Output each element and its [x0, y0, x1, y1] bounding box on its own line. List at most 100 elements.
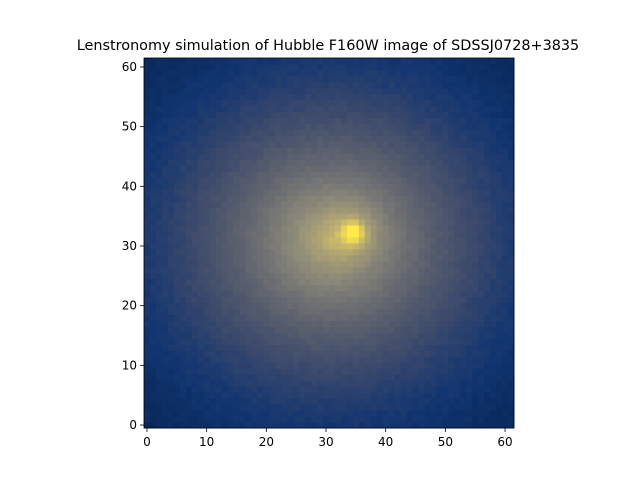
heatmap-cell: [370, 284, 378, 292]
heatmap-cell: [317, 195, 324, 202]
heatmap-cell: [484, 213, 491, 220]
heatmap-cell: [376, 93, 384, 101]
heatmap-cell: [400, 165, 407, 172]
heatmap-cell: [406, 350, 413, 357]
heatmap-cell: [305, 231, 312, 238]
heatmap-cell: [472, 105, 479, 113]
heatmap-cell: [484, 404, 491, 411]
heatmap-cell: [239, 63, 246, 71]
heatmap-cell: [287, 201, 294, 208]
heatmap-cell: [317, 147, 324, 154]
heatmap-cell: [251, 231, 258, 238]
heatmap-cell: [484, 368, 491, 375]
heatmap-cell: [448, 404, 455, 411]
heatmap-cell: [484, 177, 491, 184]
heatmap-cell: [173, 422, 181, 429]
heatmap-cell: [490, 75, 497, 83]
heatmap-cell: [299, 243, 306, 250]
heatmap-cell: [221, 296, 228, 304]
heatmap-cell: [293, 159, 300, 166]
heatmap-cell: [490, 225, 497, 232]
heatmap-cell: [382, 254, 390, 262]
heatmap-cell: [436, 326, 443, 333]
heatmap-cell: [472, 58, 479, 65]
heatmap-cell: [251, 332, 258, 339]
heatmap-cell: [155, 332, 163, 339]
heatmap-cell: [305, 213, 312, 220]
heatmap-cell: [299, 296, 306, 304]
heatmap-cell: [221, 243, 228, 250]
heatmap-cell: [299, 248, 306, 256]
heatmap-cell: [394, 105, 402, 113]
heatmap-cell: [215, 374, 222, 381]
heatmap-cell: [490, 81, 497, 89]
heatmap-cell: [382, 207, 390, 214]
heatmap-cell: [472, 416, 479, 423]
heatmap-cell: [490, 231, 497, 238]
heatmap-cell: [275, 171, 282, 178]
heatmap-cell: [287, 105, 294, 113]
heatmap-cell: [144, 219, 151, 226]
heatmap-cell: [424, 380, 431, 387]
heatmap-cell: [400, 380, 407, 387]
heatmap-cell: [484, 111, 491, 119]
heatmap-cell: [191, 165, 199, 172]
heatmap-cell: [149, 422, 157, 429]
heatmap-cell: [358, 350, 366, 357]
heatmap-cell: [400, 117, 407, 125]
heatmap-cell: [191, 231, 199, 238]
heatmap-cell: [466, 344, 473, 351]
heatmap-cell: [376, 99, 384, 107]
heatmap-cell: [293, 153, 300, 160]
heatmap-cell: [311, 225, 318, 232]
heatmap-cell: [484, 302, 491, 310]
heatmap-cell: [352, 386, 360, 393]
heatmap-cell: [269, 350, 276, 357]
heatmap-cell: [448, 380, 455, 387]
heatmap-cell: [281, 296, 288, 304]
heatmap-cell: [382, 195, 390, 202]
heatmap-cell: [442, 398, 449, 405]
heatmap-cell: [418, 58, 425, 65]
heatmap-cell: [340, 58, 348, 65]
heatmap-cell: [149, 93, 157, 101]
heatmap-cell: [352, 153, 360, 160]
heatmap-cell: [269, 75, 276, 83]
heatmap-cell: [161, 147, 169, 154]
heatmap-cell: [442, 410, 449, 417]
heatmap-cell: [472, 69, 479, 77]
heatmap-cell: [484, 99, 491, 107]
heatmap-cell: [275, 248, 282, 256]
heatmap-cell: [394, 374, 402, 381]
heatmap-cell: [346, 201, 354, 208]
heatmap-cell: [424, 410, 431, 417]
heatmap-cell: [424, 207, 431, 214]
heatmap-cell: [149, 362, 157, 369]
heatmap-cell: [293, 189, 300, 196]
heatmap-cell: [508, 422, 515, 429]
heatmap-cell: [185, 314, 193, 321]
heatmap-cell: [448, 63, 455, 71]
heatmap-cell: [317, 207, 324, 214]
heatmap-cell: [388, 308, 396, 316]
heatmap-cell: [490, 183, 497, 190]
heatmap-cell: [161, 105, 169, 113]
heatmap-cell: [287, 260, 294, 268]
heatmap-cell: [436, 87, 443, 95]
heatmap-cell: [358, 69, 366, 77]
heatmap-cell: [376, 207, 384, 214]
heatmap-cell: [311, 123, 318, 131]
heatmap-cell: [406, 189, 413, 196]
heatmap-cell: [340, 386, 348, 393]
heatmap-cell: [370, 183, 378, 190]
heatmap-cell: [155, 69, 163, 77]
heatmap-cell: [472, 260, 479, 268]
heatmap-cell: [281, 183, 288, 190]
heatmap-cell: [233, 296, 240, 304]
heatmap-cell: [275, 410, 282, 417]
heatmap-cell: [305, 308, 312, 316]
heatmap-cell: [305, 260, 312, 268]
heatmap-cell: [209, 75, 217, 83]
heatmap-cell: [144, 302, 151, 310]
heatmap-cell: [478, 201, 485, 208]
